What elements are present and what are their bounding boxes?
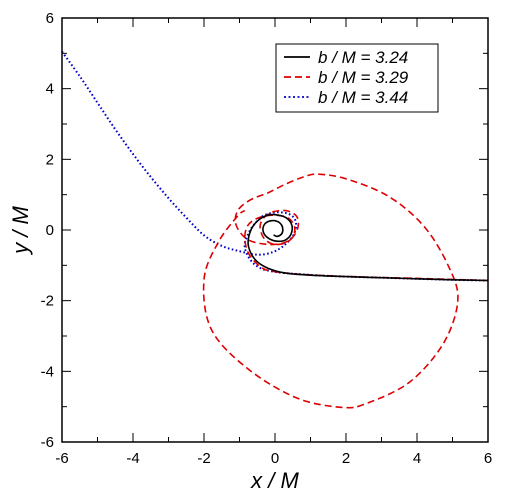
y-tick-label: -6 (41, 434, 54, 451)
y-tick-label: 6 (46, 10, 54, 27)
x-tick-label: 4 (413, 450, 421, 467)
legend: b / M = 3.24b / M = 3.29b / M = 3.44 (275, 43, 439, 113)
legend-label-1: b / M = 3.24 (318, 48, 408, 67)
y-tick-label: 4 (46, 81, 54, 98)
x-tick-label: 0 (271, 450, 279, 467)
tick-labels: -6 -4 -2 0 2 4 6 -6 -4 -2 0 2 4 6 (41, 10, 493, 467)
x-tick-label: -6 (55, 450, 68, 467)
legend-label-2: b / M = 3.29 (318, 68, 409, 87)
x-tick-label: -2 (197, 450, 210, 467)
legend-label-3: b / M = 3.44 (318, 88, 408, 107)
y-axis-label: y / M (8, 205, 33, 255)
y-tick-label: -4 (41, 363, 54, 380)
legend-box (275, 43, 439, 113)
y-tick-label: -2 (41, 293, 54, 310)
x-axis-label: x / M (250, 468, 299, 493)
x-tick-label: -4 (126, 450, 139, 467)
x-tick-label: 6 (484, 450, 492, 467)
series-line-1 (247, 213, 489, 282)
x-tick-label: 2 (342, 450, 350, 467)
y-tick-label: 2 (46, 151, 54, 168)
axis-ticks (61, 17, 489, 443)
y-tick-label: 0 (46, 222, 54, 239)
series-layer (61, 51, 489, 409)
series-line-2 (202, 173, 489, 409)
